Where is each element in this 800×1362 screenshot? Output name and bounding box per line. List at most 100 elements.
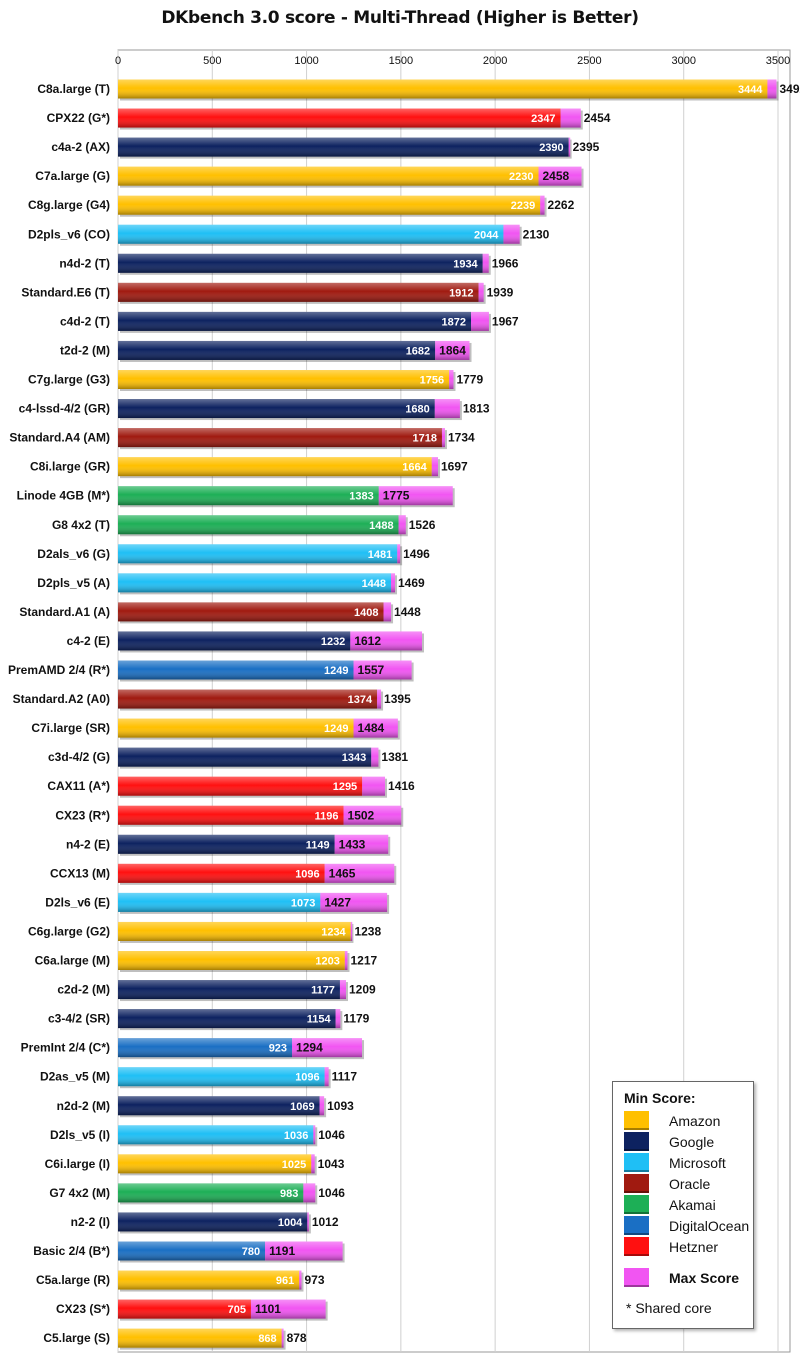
- max-value-label: 1502: [348, 808, 375, 822]
- bar-max-shade: [383, 602, 392, 622]
- bar-max-shade: [397, 544, 401, 564]
- min-value-label: 1682: [406, 345, 430, 357]
- bar-min-shade: [118, 370, 450, 389]
- legend-swatch: [624, 1216, 649, 1235]
- legend-item-microsoft: Microsoft: [624, 1152, 753, 1173]
- max-value-label: 1427: [324, 895, 351, 909]
- max-value-label: 1416: [388, 779, 415, 793]
- min-value-label: 1234: [321, 926, 346, 938]
- min-value-label: 868: [258, 1333, 276, 1345]
- bar-max-shade: [568, 137, 571, 157]
- max-value-label: 1209: [349, 983, 376, 997]
- legend-label: Amazon: [669, 1112, 721, 1129]
- category-label: c4-lssd-4/2 (GR): [19, 402, 110, 416]
- bar-min-shade: [118, 1009, 336, 1029]
- bar-max-shade: [265, 1241, 343, 1261]
- category-label: n4d-2 (T): [59, 256, 110, 270]
- category-label: c3-4/2 (SR): [48, 1012, 110, 1026]
- bar-max-shade: [503, 224, 520, 244]
- x-tick-label: 2000: [483, 55, 507, 67]
- min-value-label: 1343: [342, 752, 366, 764]
- bar-min-shade: [118, 195, 541, 215]
- max-value-label: 1191: [269, 1244, 295, 1258]
- bar-max-shade: [362, 776, 386, 796]
- legend-swatch: [624, 1174, 649, 1193]
- min-value-label: 1004: [278, 1217, 303, 1229]
- max-value-label: 1469: [398, 576, 425, 590]
- min-value-label: 1096: [295, 868, 319, 880]
- bar-min-shade: [118, 747, 372, 767]
- max-value-label: 1813: [463, 402, 490, 416]
- bar-min-shade: [118, 805, 344, 825]
- category-label: C6a.large (M): [35, 954, 110, 968]
- max-value-label: 1448: [394, 605, 421, 619]
- category-label: C8a.large (T): [37, 82, 110, 96]
- bar-max-shade: [281, 1328, 284, 1348]
- max-value-label: 1697: [441, 460, 468, 474]
- min-value-label: 1374: [348, 694, 373, 706]
- min-value-label: 961: [276, 1275, 294, 1287]
- category-label: Basic 2/4 (B*): [33, 1244, 110, 1258]
- max-value-label: 2458: [543, 169, 570, 183]
- category-label: D2as_v5 (M): [40, 1070, 110, 1084]
- max-value-label: 2395: [573, 140, 600, 154]
- category-label: CPX22 (G*): [47, 111, 110, 125]
- category-label: C7a.large (G): [35, 169, 110, 183]
- max-value-label: 1496: [403, 547, 430, 561]
- category-label: PremAMD 2/4 (R*): [8, 663, 110, 677]
- min-value-label: 1912: [449, 287, 473, 299]
- min-value-label: 1196: [315, 810, 339, 822]
- bar-max-shade: [434, 399, 460, 419]
- legend-item-google: Google: [624, 1131, 753, 1152]
- bar-max-shade: [334, 834, 389, 854]
- chart-title: DKbench 3.0 score - Multi-Thread (Higher…: [161, 8, 639, 28]
- bar-min-shade: [118, 921, 351, 941]
- legend-title: Min Score:: [624, 1090, 696, 1106]
- max-value-label: 1526: [409, 518, 436, 532]
- bar-max-shade: [431, 457, 439, 477]
- bar-min-shade: [118, 253, 483, 273]
- legend-label: Max Score: [669, 1269, 740, 1286]
- min-value-label: 1073: [291, 897, 315, 909]
- category-label: CCX13 (M): [50, 866, 110, 880]
- bar-min-shade: [118, 718, 354, 738]
- x-tick-label: 2500: [577, 55, 601, 67]
- min-value-label: 1177: [311, 985, 335, 997]
- bar-min-shade: [118, 166, 539, 186]
- max-value-label: 1484: [358, 721, 385, 735]
- bar-min-shade: [118, 1038, 293, 1058]
- max-value-label: 1101: [255, 1302, 281, 1316]
- bar-min-shade: [118, 1125, 314, 1145]
- bar-max-shade: [350, 921, 353, 941]
- category-label: G7 4x2 (M): [49, 1186, 110, 1200]
- bar-max-shade: [350, 631, 422, 651]
- max-value-label: 1117: [332, 1070, 358, 1084]
- max-value-label: 2130: [523, 227, 550, 241]
- category-label: c4d-2 (T): [60, 314, 110, 328]
- min-value-label: 1295: [333, 781, 357, 793]
- max-value-label: 1864: [439, 343, 466, 357]
- min-value-label: 1872: [442, 316, 466, 328]
- bar-max-shade: [441, 428, 445, 448]
- min-value-label: 705: [228, 1304, 246, 1316]
- min-value-label: 1756: [420, 375, 444, 387]
- category-label: C8g.large (G4): [28, 198, 110, 212]
- bar-min-shade: [118, 311, 472, 331]
- max-value-label: 2454: [584, 111, 611, 125]
- min-value-label: 1664: [402, 462, 427, 474]
- min-value-label: 1448: [362, 578, 386, 590]
- bar-max-shade: [560, 108, 581, 128]
- min-value-label: 1718: [412, 433, 436, 445]
- max-value-label: 1557: [358, 663, 385, 677]
- min-value-label: 1934: [453, 258, 478, 270]
- category-label: D2ls_v5 (I): [50, 1128, 110, 1142]
- max-value-label: 1612: [354, 634, 381, 648]
- bar-max-shade: [343, 805, 402, 825]
- bar-max-shade: [482, 253, 489, 273]
- legend-swatch: [624, 1237, 649, 1256]
- bar-min-shade: [118, 457, 432, 477]
- legend-swatch: [624, 1195, 649, 1214]
- category-label: c3d-4/2 (G): [48, 750, 110, 764]
- bar-max-shade: [292, 1038, 363, 1058]
